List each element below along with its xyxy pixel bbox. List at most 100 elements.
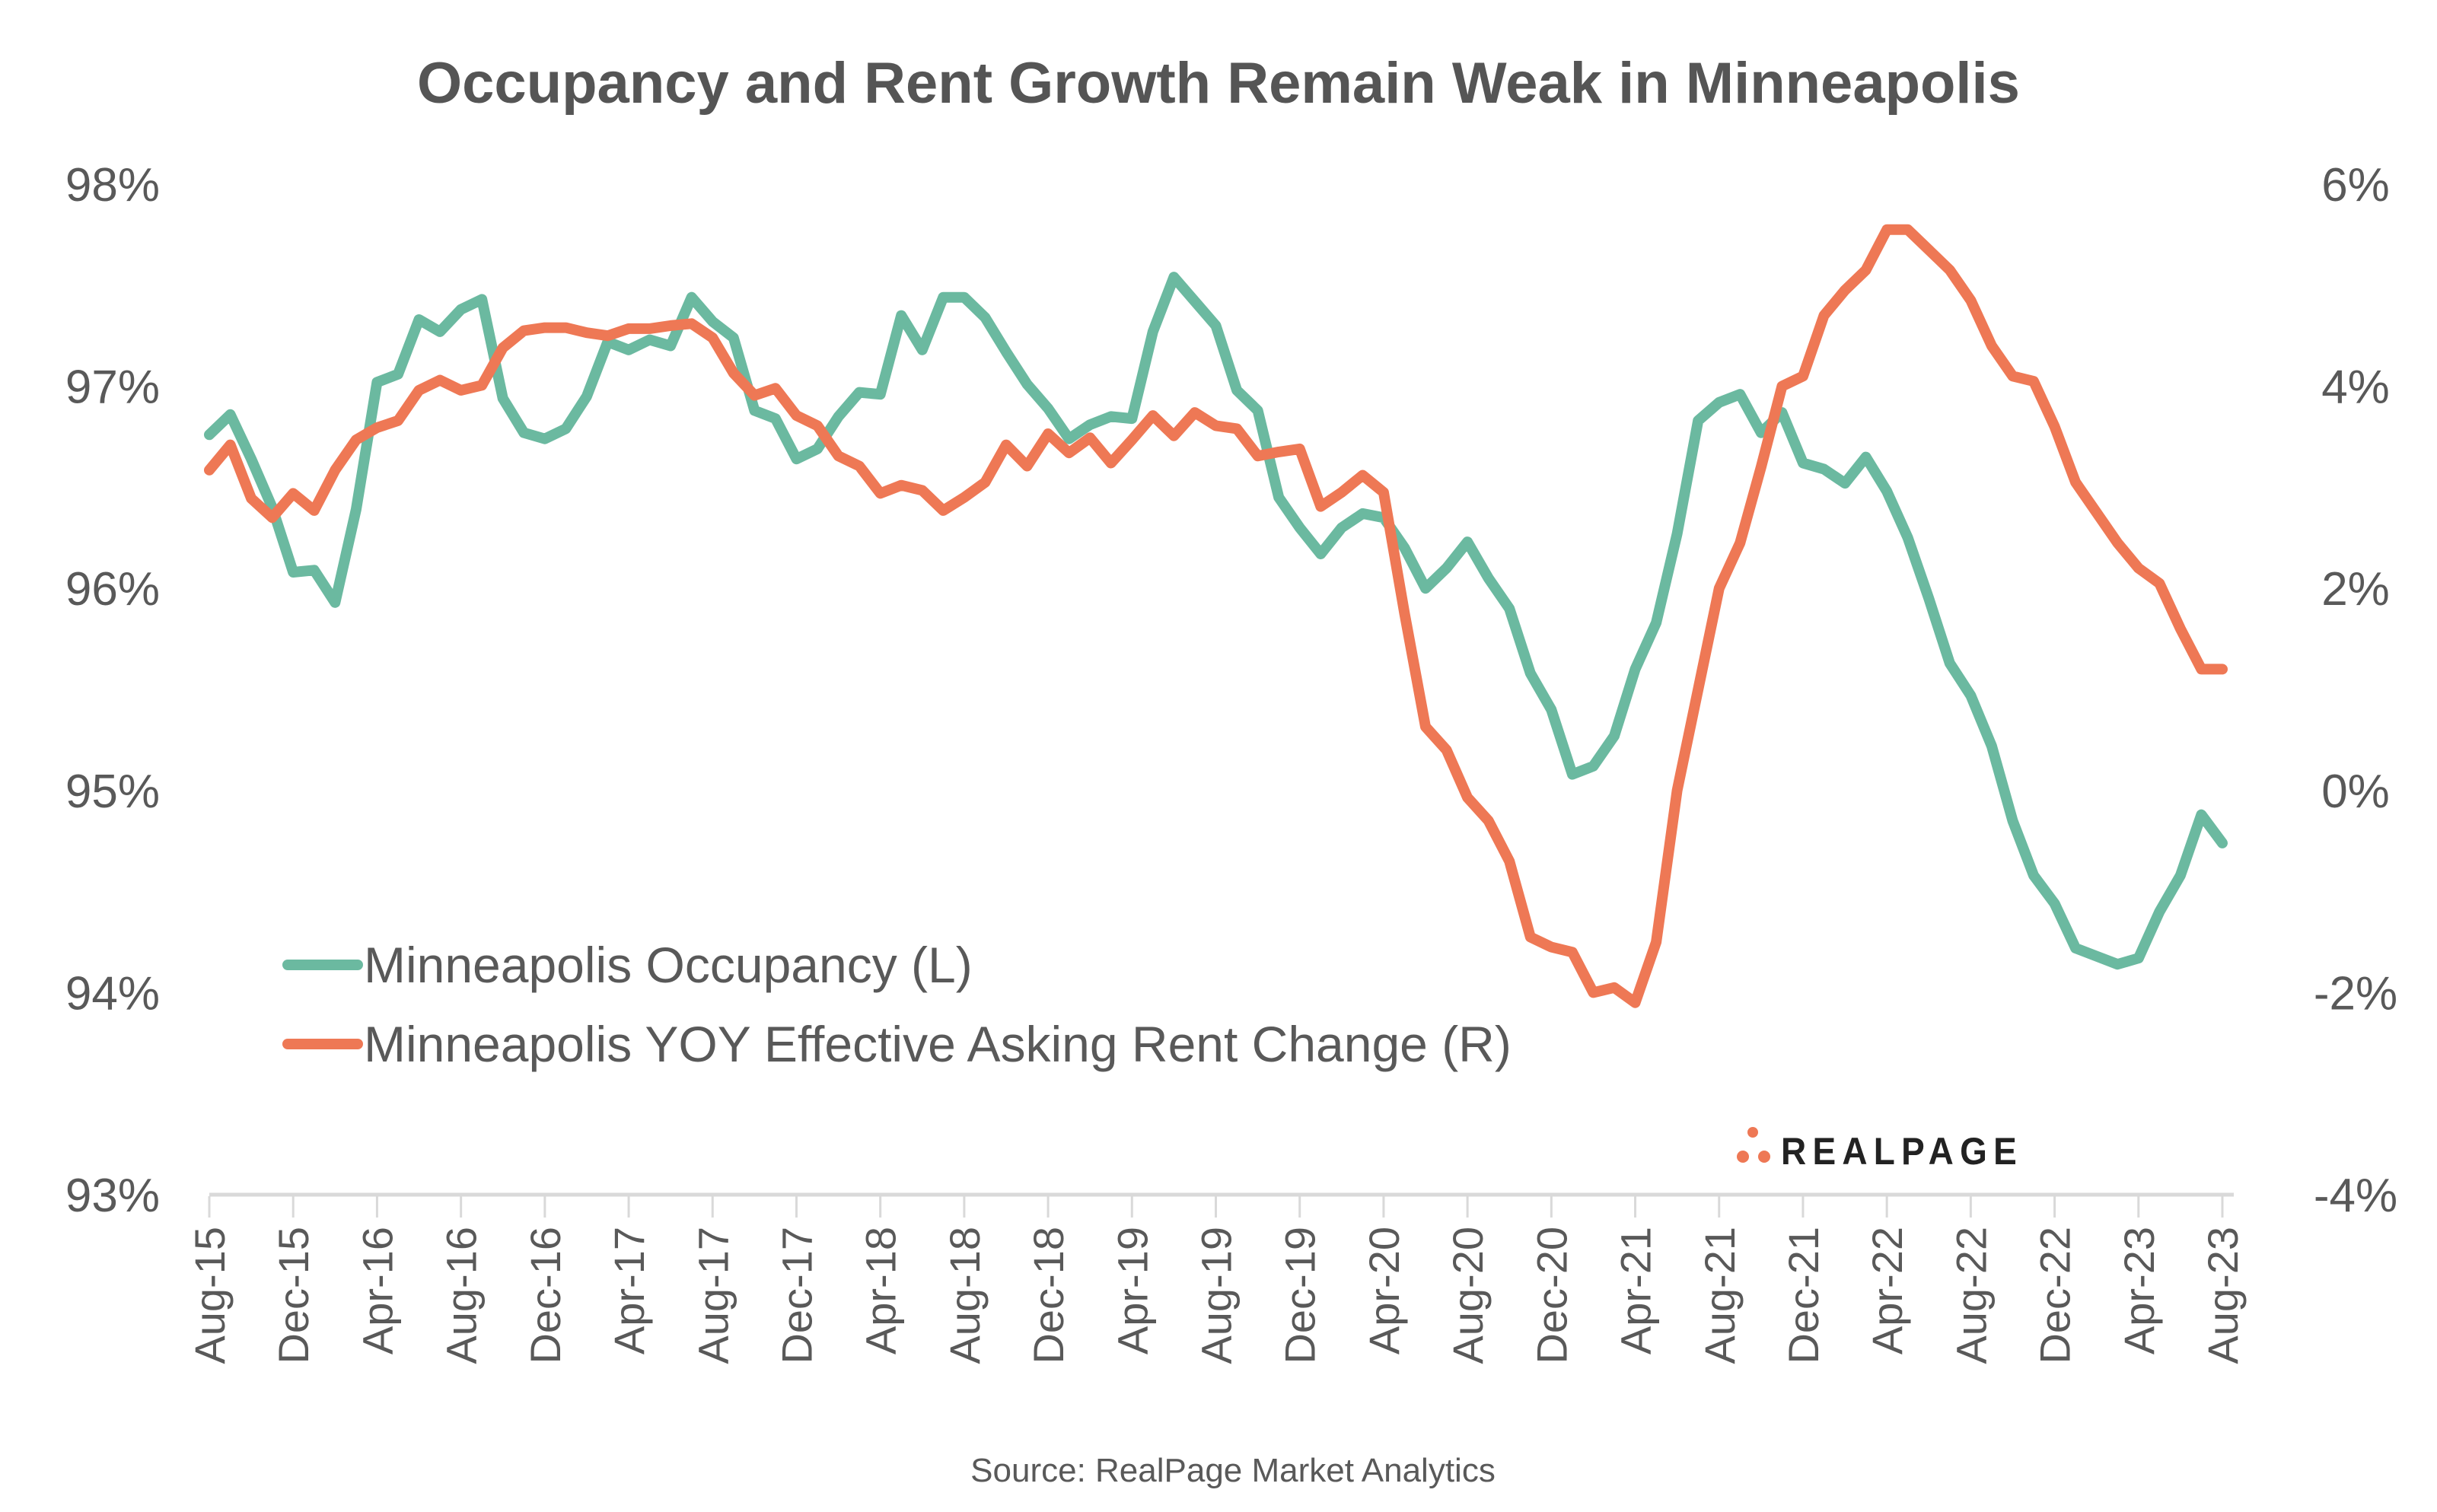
- series-rent-change: [204, 224, 2228, 1008]
- data-point: [833, 451, 843, 461]
- data-point: [1043, 403, 1053, 413]
- data-point: [1022, 461, 1032, 471]
- right-tick-label: -2%: [2314, 967, 2397, 1020]
- data-point: [2155, 907, 2165, 917]
- data-point: [247, 494, 256, 503]
- data-point: [708, 333, 718, 342]
- data-point: [687, 319, 696, 329]
- x-tick-label: Dec-19: [1276, 1227, 1324, 1364]
- data-point: [1861, 452, 1871, 462]
- data-point: [2196, 664, 2206, 674]
- data-point: [2071, 944, 2081, 953]
- data-point: [225, 409, 235, 419]
- data-point: [561, 424, 571, 434]
- data-point: [1903, 224, 1913, 234]
- data-point: [1358, 470, 1368, 480]
- data-point: [897, 310, 906, 320]
- left-tick-label: 94%: [65, 967, 160, 1020]
- data-point: [959, 292, 969, 302]
- x-tick-label: Aug-18: [941, 1227, 989, 1364]
- data-point: [540, 323, 550, 333]
- data-point: [2091, 951, 2101, 961]
- source-note: Source: RealPage Market Analytics: [970, 1452, 1496, 1489]
- data-point: [351, 435, 361, 444]
- x-tick-label: Dec-21: [1779, 1227, 1827, 1364]
- data-point: [1756, 462, 1766, 472]
- data-point: [917, 485, 927, 495]
- data-point: [728, 368, 738, 378]
- data-point: [1316, 549, 1326, 559]
- legend-label-occupancy: Minneapolis Occupancy (L): [364, 937, 973, 993]
- data-point: [1463, 793, 1473, 803]
- data-point: [2113, 960, 2123, 969]
- data-point: [1966, 691, 1976, 700]
- data-point: [1106, 412, 1116, 422]
- data-point: [2008, 816, 2018, 826]
- data-point: [1232, 424, 1242, 434]
- data-point: [498, 343, 508, 353]
- data-point: [1525, 932, 1535, 942]
- data-point: [1483, 816, 1493, 826]
- data-point: [414, 315, 424, 324]
- data-point: [1232, 385, 1242, 395]
- data-point: [372, 377, 382, 387]
- data-point: [1610, 731, 1619, 741]
- data-point: [1253, 451, 1263, 461]
- data-point: [1316, 501, 1326, 511]
- data-point: [833, 412, 843, 422]
- x-tick-label: Dec-22: [2031, 1227, 2079, 1364]
- data-point: [959, 492, 969, 502]
- data-point: [1421, 722, 1430, 732]
- data-point: [1693, 415, 1703, 425]
- data-point: [980, 477, 990, 487]
- data-point: [309, 565, 319, 575]
- right-axis: 6% 4% 2% 0% -2% -4%: [2314, 159, 2397, 1222]
- data-point: [1567, 769, 1577, 779]
- data-point: [1190, 408, 1199, 418]
- data-point: [372, 423, 382, 432]
- right-tick-label: -4%: [2314, 1170, 2397, 1222]
- logo-dot-icon: [1747, 1127, 1758, 1138]
- data-point: [624, 323, 633, 333]
- data-point: [288, 489, 298, 498]
- data-point: [330, 465, 340, 475]
- data-point: [728, 333, 738, 342]
- data-point: [1652, 618, 1661, 628]
- data-point: [1882, 486, 1892, 496]
- series-line: [204, 224, 2228, 1008]
- x-tick-label: Aug-21: [1696, 1227, 1744, 1364]
- x-tick-label: Apr-21: [1612, 1227, 1660, 1354]
- x-tick-label: Apr-22: [1863, 1227, 1911, 1354]
- svg-text:REALPAGE: REALPAGE: [1781, 1130, 2023, 1173]
- data-point: [2175, 624, 2185, 634]
- x-tick-label: Aug-20: [1444, 1227, 1492, 1364]
- data-point: [1190, 297, 1199, 306]
- data-point: [1986, 341, 1996, 351]
- data-point: [2008, 371, 2018, 381]
- data-point: [1840, 479, 1850, 489]
- data-point: [770, 384, 780, 393]
- data-point: [456, 304, 466, 314]
- data-point: [1882, 224, 1892, 234]
- data-point: [1441, 563, 1451, 573]
- realpage-logo: REALPAGE: [1737, 1127, 2023, 1173]
- data-point: [1861, 265, 1871, 275]
- data-point: [1945, 658, 1954, 668]
- data-point: [435, 375, 445, 385]
- data-point: [1798, 371, 1808, 381]
- data-point: [1525, 668, 1535, 678]
- data-point: [2071, 477, 2081, 487]
- data-point: [855, 461, 865, 471]
- data-point: [1547, 705, 1556, 715]
- data-point: [414, 385, 424, 395]
- data-point: [477, 294, 487, 304]
- data-point: [1127, 414, 1137, 424]
- data-point: [1652, 937, 1661, 947]
- data-point: [1672, 529, 1682, 539]
- data-point: [2175, 871, 2185, 880]
- data-point: [1735, 390, 1745, 399]
- data-point: [1295, 523, 1305, 533]
- data-point: [1735, 538, 1745, 548]
- data-point: [1064, 448, 1074, 458]
- data-point: [1400, 609, 1410, 619]
